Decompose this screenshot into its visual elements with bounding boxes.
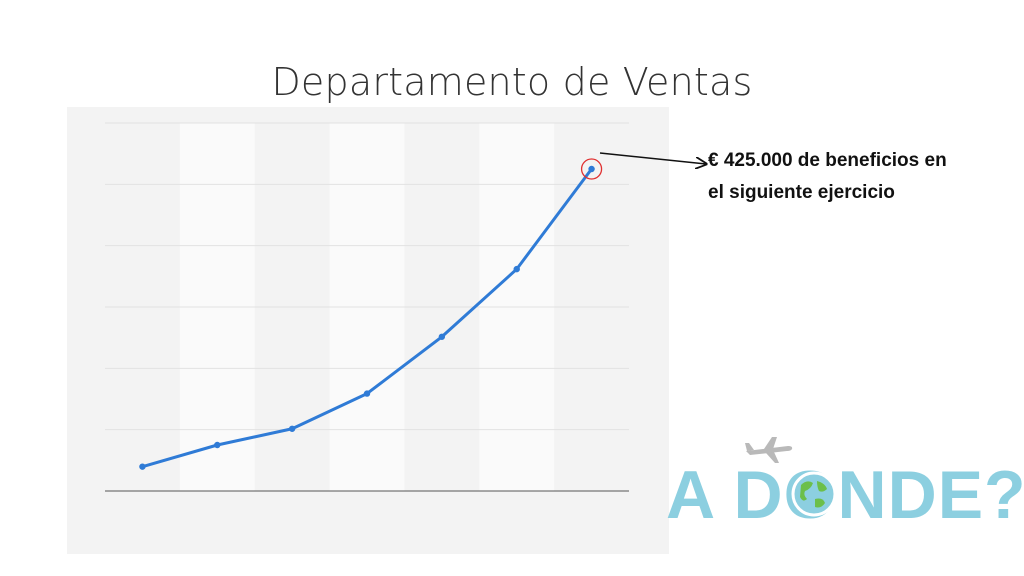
data-point [288,425,296,432]
annotation-line-2: el siguiente ejercicio [708,182,895,203]
airplane-icon [745,437,793,463]
data-point [438,333,446,340]
line-chart [105,122,629,492]
slide-title: Departamento de Ventas [271,60,753,104]
annotation-line-1: € 425.000 de beneficios en [708,150,947,171]
data-point [588,165,595,173]
data-point [214,441,221,449]
annotation-text: € 425.000 de beneficios en el siguiente … [708,145,1008,209]
gridlines [105,122,629,431]
data-point [363,390,371,397]
chart-panel [67,107,669,554]
logo: A DONDE? [650,435,1024,533]
data-point [513,265,520,273]
data-points [139,165,595,470]
globe-icon [791,471,837,517]
logo-text: A DONDE? [666,457,1024,533]
highlight-circle [580,158,603,180]
data-point [139,463,146,470]
